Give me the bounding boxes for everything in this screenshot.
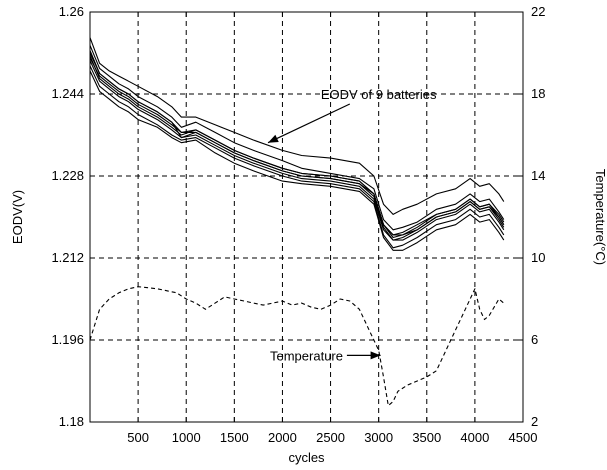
x-tick-label: 1500 [220, 430, 249, 445]
y-axis-label-right: Temperature(°C) [593, 169, 607, 265]
y-right-tick-label: 10 [531, 250, 545, 265]
y-left-tick-label: 1.212 [51, 250, 84, 265]
eodv-line-7 [89, 65, 505, 249]
annotations-group: EODV of 9 batteries Temperature [267, 87, 437, 363]
y-right-tick-label: 2 [531, 414, 538, 429]
y-right-tick-label: 14 [531, 168, 545, 183]
y-left-tick-label: 1.228 [51, 168, 84, 183]
eodv-line-6 [89, 50, 505, 239]
y-right-tick-label: 6 [531, 332, 538, 347]
x-tick-label: 3000 [364, 430, 393, 445]
y-left-tick-label: 1.18 [59, 414, 84, 429]
annotation-eodv: EODV of 9 batteries [321, 87, 437, 102]
series-group [89, 37, 505, 407]
x-tick-label: 500 [127, 430, 149, 445]
ticks-group: 500 1000 1500 2000 2500 3000 3500 4000 4500 1.18 1… [51, 4, 545, 445]
plot-frame [89, 11, 524, 423]
temperature-line [89, 286, 505, 407]
y-left-tick-label: 1.26 [59, 4, 84, 19]
y-left-tick-label: 1.196 [51, 332, 84, 347]
x-tick-label: 1000 [172, 430, 201, 445]
eodv-line-1 [89, 45, 505, 231]
eodv-line-5 [89, 57, 505, 236]
eodv-line-4 [89, 60, 505, 241]
x-axis-label: cycles [288, 450, 325, 465]
x-tick-label: 2000 [268, 430, 297, 445]
x-tick-label: 3500 [412, 430, 441, 445]
eodv-line-3 [89, 52, 505, 241]
arrow-head-icon [370, 351, 381, 360]
x-tick-label: 4500 [509, 430, 538, 445]
x-tick-label: 2500 [316, 430, 345, 445]
eodv-line-9 [89, 70, 505, 251]
arrow-head-icon [268, 134, 279, 143]
x-tick-label: 4000 [460, 430, 489, 445]
y-right-tick-label: 18 [531, 86, 545, 101]
annotation-eodv-arrow [267, 103, 351, 144]
y-left-tick-label: 1.244 [51, 86, 84, 101]
y-axis-label-left: EODV(V) [10, 190, 25, 244]
eodv-line-8 [89, 37, 505, 215]
annotation-temperature: Temperature [270, 348, 343, 363]
y-right-tick-label: 22 [531, 4, 545, 19]
